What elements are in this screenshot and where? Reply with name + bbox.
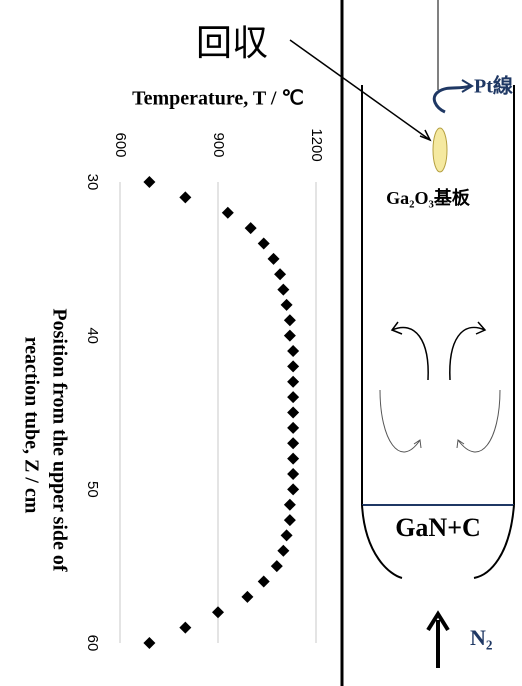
marker <box>280 529 293 542</box>
marker <box>143 637 156 649</box>
chart-title: Temperature, T / ℃ <box>132 88 304 110</box>
marker <box>283 498 296 511</box>
diagram <box>289 0 515 686</box>
marker <box>283 329 296 342</box>
marker <box>267 252 280 265</box>
marker <box>287 375 300 388</box>
boat <box>361 504 515 579</box>
substrate <box>432 127 448 173</box>
marker <box>287 345 300 358</box>
position-tick-label: 50 <box>84 481 101 498</box>
y-axis-label: reaction tube, Z / cm <box>20 337 42 514</box>
marker <box>287 483 300 496</box>
position-tick-label: 60 <box>84 635 101 652</box>
marker <box>287 360 300 373</box>
flow-arrow <box>390 321 429 381</box>
flow-arrow <box>379 389 422 453</box>
temperature-tick-label: 600 <box>112 132 129 157</box>
marker <box>270 560 283 573</box>
marker <box>280 298 293 311</box>
arrow-head <box>461 79 474 93</box>
marker <box>257 575 270 588</box>
marker <box>277 544 290 557</box>
arrow-head <box>426 610 450 632</box>
marker <box>287 406 300 419</box>
marker <box>283 514 296 527</box>
marker <box>287 452 300 465</box>
marker <box>257 237 270 250</box>
marker <box>287 391 300 404</box>
marker <box>179 191 192 204</box>
marker <box>287 437 300 450</box>
marker <box>287 467 300 480</box>
marker <box>212 606 224 619</box>
temperature-tick-label: 900 <box>210 132 227 157</box>
gas-label: N₂ <box>470 625 493 650</box>
source-label: GaN+C <box>395 513 481 542</box>
arrow-head <box>419 129 432 142</box>
recover-arrow <box>289 39 431 141</box>
position-tick-label: 40 <box>84 327 101 344</box>
marker <box>274 268 287 281</box>
pt-hook <box>432 84 471 114</box>
marker <box>241 590 254 603</box>
temperature-tick-label: 1200 <box>308 128 325 161</box>
marker <box>287 421 300 434</box>
marker <box>283 314 296 327</box>
marker <box>277 283 290 296</box>
flow-arrow <box>449 321 487 381</box>
y-axis-label: Position from the upper side of <box>48 308 70 571</box>
substrate-label: Ga₂O₃基板 <box>386 187 471 208</box>
recover-label: 回収 <box>196 23 268 64</box>
marker <box>143 176 156 188</box>
marker <box>221 206 234 219</box>
marker <box>244 222 257 235</box>
pt-label: Pt線 <box>474 74 513 98</box>
flow-arrow <box>456 389 501 453</box>
position-tick-label: 30 <box>84 174 101 191</box>
marker <box>179 621 192 634</box>
